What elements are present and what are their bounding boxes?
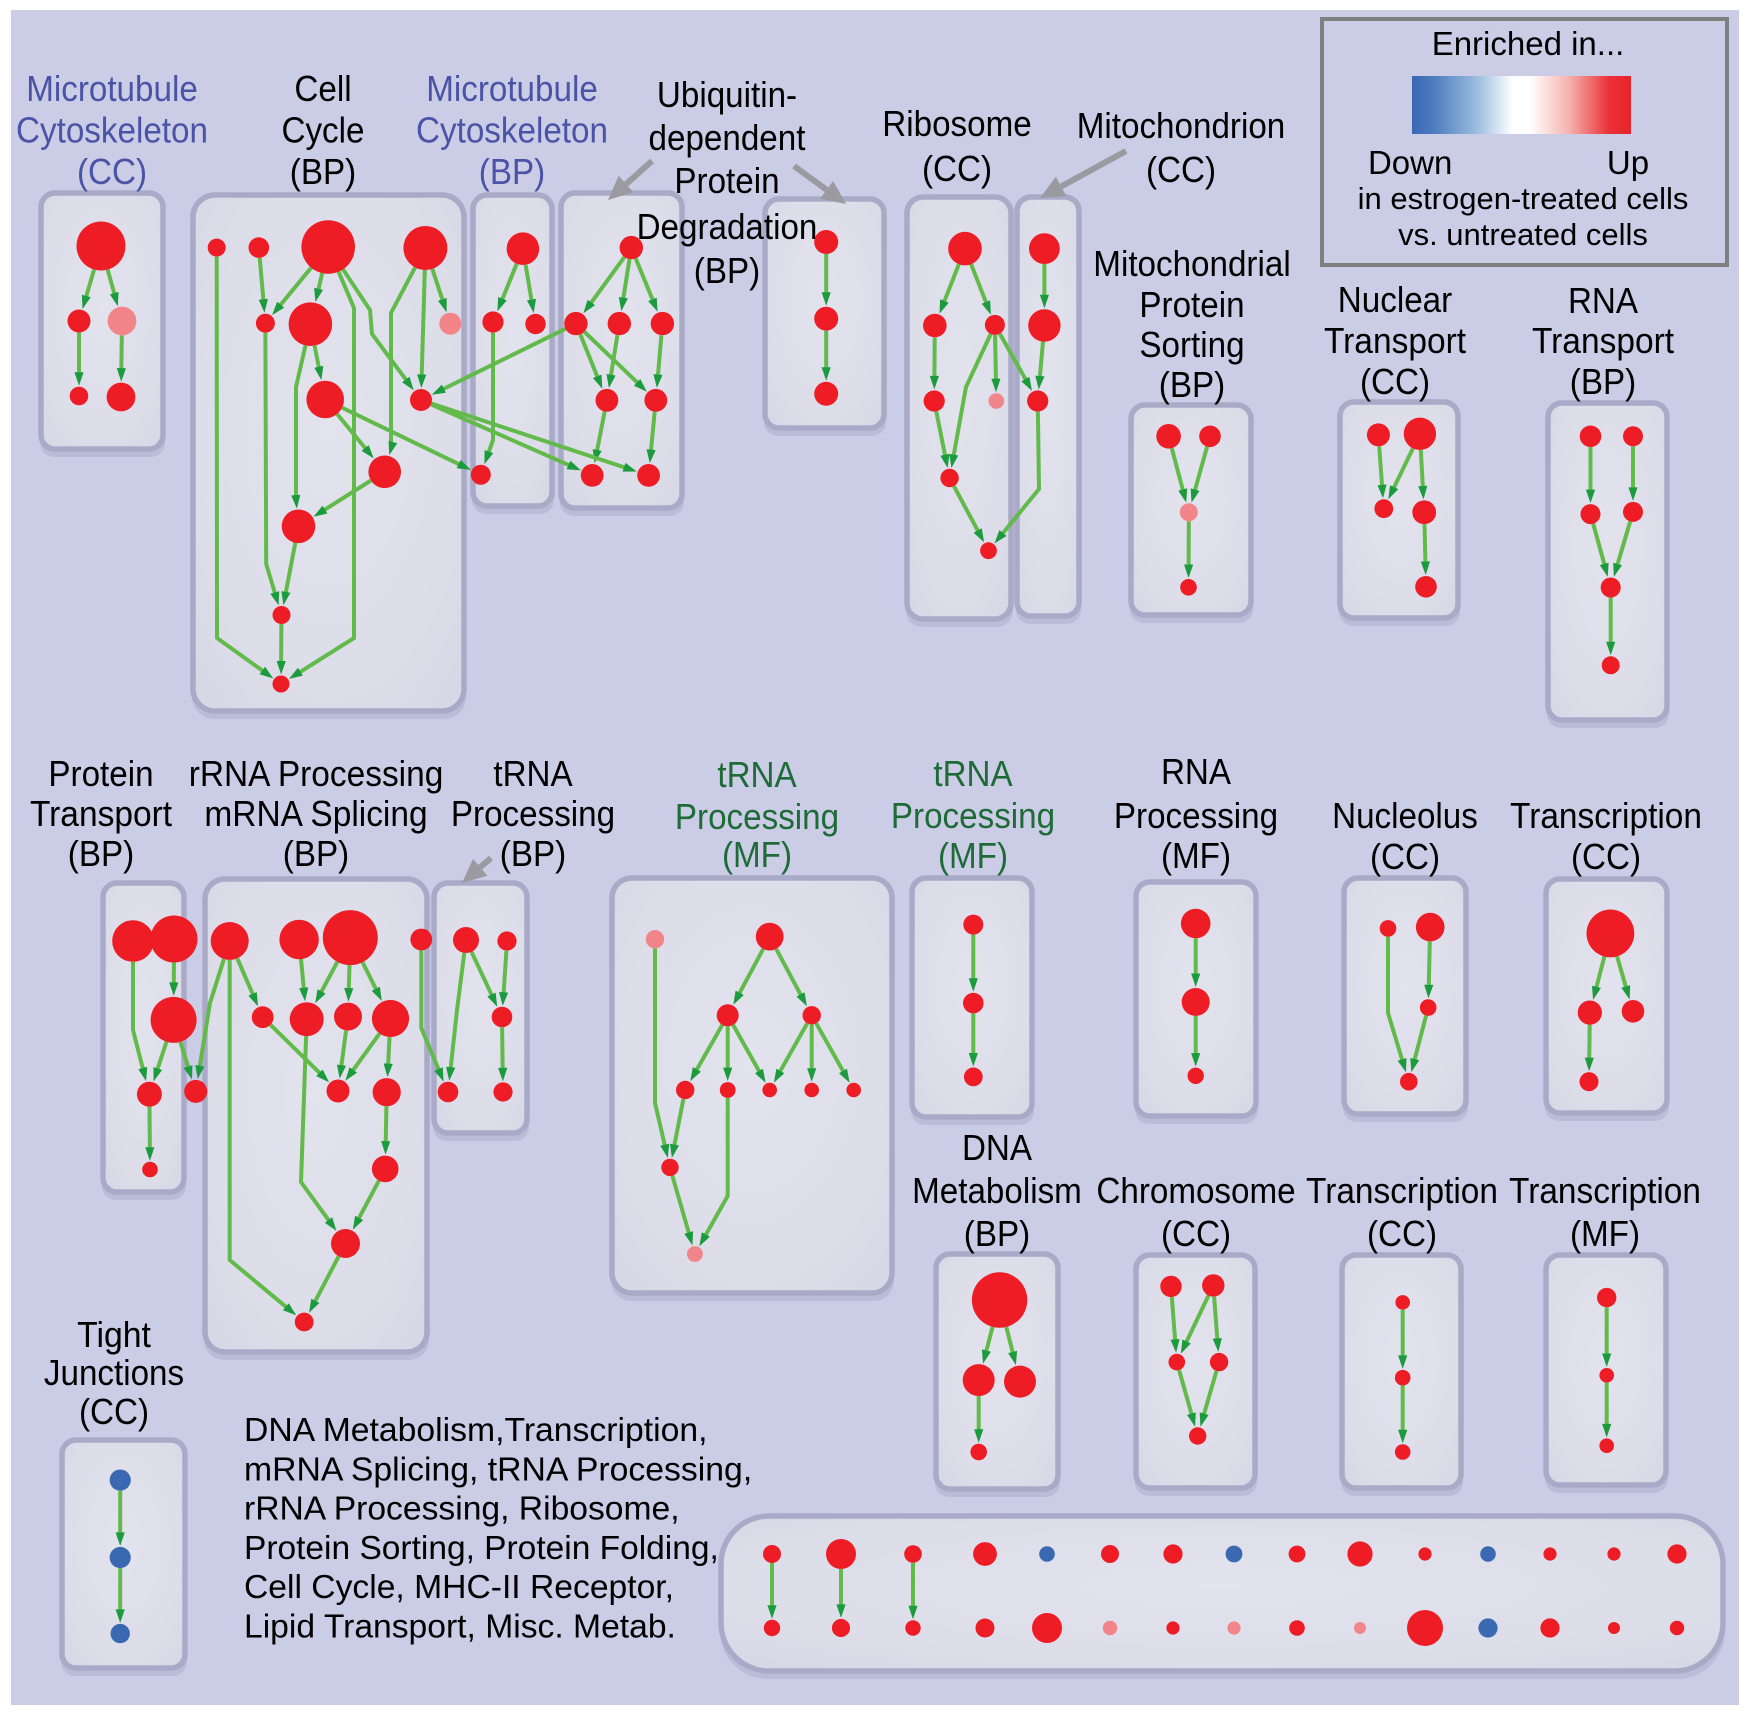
svg-text:Transcription: Transcription bbox=[1510, 795, 1702, 836]
svg-text:Chromosome: Chromosome bbox=[1096, 1170, 1295, 1211]
svg-text:Transport: Transport bbox=[30, 793, 172, 834]
svg-text:(CC): (CC) bbox=[1360, 361, 1430, 402]
svg-text:(BP): (BP) bbox=[1159, 364, 1225, 405]
svg-text:Processing: Processing bbox=[675, 796, 839, 837]
svg-text:Mitochondrial: Mitochondrial bbox=[1093, 243, 1290, 284]
svg-text:(BP): (BP) bbox=[479, 151, 545, 192]
svg-text:(CC): (CC) bbox=[1146, 149, 1216, 190]
svg-text:Ribosome: Ribosome bbox=[882, 103, 1031, 144]
svg-text:Protein: Protein bbox=[48, 753, 153, 794]
svg-text:tRNA: tRNA bbox=[717, 754, 797, 795]
svg-text:Up: Up bbox=[1607, 144, 1649, 181]
svg-text:Processing: Processing bbox=[1114, 795, 1278, 836]
svg-text:Down: Down bbox=[1368, 144, 1452, 181]
svg-text:tRNA: tRNA bbox=[493, 753, 573, 794]
svg-text:mRNA Splicing, tRNA Processing: mRNA Splicing, tRNA Processing, bbox=[244, 1451, 752, 1488]
svg-text:(BP): (BP) bbox=[283, 833, 349, 874]
svg-text:Protein: Protein bbox=[674, 160, 779, 201]
svg-text:Cell: Cell bbox=[294, 68, 351, 109]
svg-text:vs. untreated cells: vs. untreated cells bbox=[1398, 217, 1648, 252]
svg-text:Transcription: Transcription bbox=[1306, 1170, 1498, 1211]
svg-text:Tight: Tight bbox=[77, 1314, 151, 1355]
svg-text:Microtubule: Microtubule bbox=[426, 68, 598, 109]
svg-text:Protein: Protein bbox=[1139, 284, 1244, 325]
svg-text:Junctions: Junctions bbox=[44, 1352, 184, 1393]
svg-text:in estrogen-treated cells: in estrogen-treated cells bbox=[1358, 181, 1689, 216]
svg-text:Metabolism: Metabolism bbox=[912, 1170, 1082, 1211]
svg-text:Cytoskeleton: Cytoskeleton bbox=[16, 110, 208, 151]
svg-text:rRNA Processing: rRNA Processing bbox=[189, 753, 444, 794]
svg-text:Lipid Transport, Misc. Metab.: Lipid Transport, Misc. Metab. bbox=[244, 1609, 676, 1646]
svg-text:Microtubule: Microtubule bbox=[26, 68, 198, 109]
svg-text:(CC): (CC) bbox=[1367, 1213, 1437, 1254]
svg-text:(BP): (BP) bbox=[964, 1213, 1030, 1254]
svg-text:Processing: Processing bbox=[451, 793, 615, 834]
svg-text:(BP): (BP) bbox=[68, 833, 134, 874]
svg-text:Mitochondrion: Mitochondrion bbox=[1077, 105, 1286, 146]
svg-text:RNA: RNA bbox=[1568, 280, 1639, 321]
svg-text:(CC): (CC) bbox=[79, 1391, 149, 1432]
svg-text:(CC): (CC) bbox=[922, 148, 992, 189]
svg-text:(MF): (MF) bbox=[938, 835, 1008, 876]
svg-text:Transport: Transport bbox=[1532, 320, 1674, 361]
svg-text:Degradation: Degradation bbox=[637, 206, 818, 247]
svg-text:rRNA Processing, Ribosome,: rRNA Processing, Ribosome, bbox=[244, 1491, 680, 1528]
svg-text:Cytoskeleton: Cytoskeleton bbox=[416, 110, 608, 151]
svg-text:Protein Sorting, Protein Foldi: Protein Sorting, Protein Folding, bbox=[244, 1530, 719, 1567]
svg-text:(MF): (MF) bbox=[1570, 1213, 1640, 1254]
svg-text:Sorting: Sorting bbox=[1139, 324, 1244, 365]
svg-text:(BP): (BP) bbox=[1570, 361, 1636, 402]
svg-text:Enriched in...: Enriched in... bbox=[1432, 25, 1625, 62]
svg-text:(MF): (MF) bbox=[1161, 835, 1231, 876]
svg-text:mRNA Splicing: mRNA Splicing bbox=[204, 793, 427, 834]
svg-text:DNA: DNA bbox=[962, 1127, 1033, 1168]
svg-text:RNA: RNA bbox=[1161, 751, 1232, 792]
svg-text:Nuclear: Nuclear bbox=[1338, 279, 1452, 320]
svg-text:(BP): (BP) bbox=[290, 151, 356, 192]
svg-text:Transcription: Transcription bbox=[1509, 1170, 1701, 1211]
svg-text:Processing: Processing bbox=[891, 795, 1055, 836]
svg-text:(CC): (CC) bbox=[1370, 836, 1440, 877]
svg-text:Transport: Transport bbox=[1324, 320, 1466, 361]
svg-text:Nucleolus: Nucleolus bbox=[1332, 795, 1478, 836]
svg-text:Cycle: Cycle bbox=[282, 110, 365, 151]
svg-text:(MF): (MF) bbox=[722, 834, 792, 875]
svg-text:DNA Metabolism,Transcription,: DNA Metabolism,Transcription, bbox=[244, 1412, 708, 1449]
svg-text:(BP): (BP) bbox=[694, 250, 760, 291]
svg-text:(BP): (BP) bbox=[500, 833, 566, 874]
svg-text:(CC): (CC) bbox=[77, 151, 147, 192]
svg-text:dependent: dependent bbox=[649, 117, 806, 158]
svg-text:Ubiquitin-: Ubiquitin- bbox=[657, 74, 797, 115]
svg-text:tRNA: tRNA bbox=[933, 753, 1013, 794]
svg-text:(CC): (CC) bbox=[1571, 836, 1641, 877]
svg-text:(CC): (CC) bbox=[1161, 1213, 1231, 1254]
svg-text:Cell Cycle, MHC-II Receptor,: Cell Cycle, MHC-II Receptor, bbox=[244, 1569, 674, 1606]
